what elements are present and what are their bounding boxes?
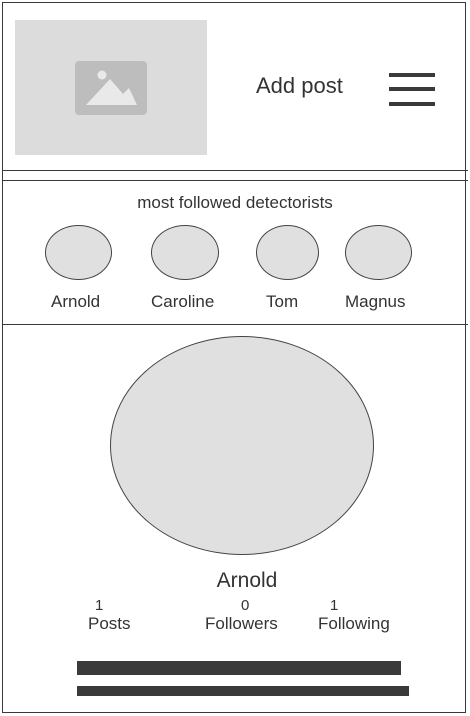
- profile-avatar[interactable]: [110, 336, 374, 555]
- header-divider-top: [2, 170, 468, 171]
- add-post-button[interactable]: Add post: [256, 73, 343, 98]
- image-placeholder-icon: [75, 61, 147, 115]
- posts-count: 1: [95, 597, 104, 614]
- hamburger-menu-icon[interactable]: [389, 73, 435, 107]
- content-bar: [77, 661, 401, 675]
- profile-name: Arnold: [216, 569, 278, 592]
- posts-stat[interactable]: 1 Posts: [88, 597, 131, 633]
- header-divider-bottom: [2, 180, 468, 181]
- avatar[interactable]: [345, 225, 412, 280]
- avatar[interactable]: [45, 225, 112, 280]
- most-followed-title: most followed detectorists: [137, 193, 333, 212]
- follower-name: Magnus: [345, 292, 406, 311]
- followers-stat[interactable]: 0 Followers: [205, 597, 278, 633]
- section-divider: [2, 324, 468, 325]
- followers-label: Followers: [205, 614, 278, 633]
- posts-label: Posts: [88, 614, 131, 633]
- following-label: Following: [318, 614, 390, 633]
- logo-image-placeholder: [15, 20, 207, 155]
- content-bar: [77, 686, 409, 696]
- follower-name: Tom: [266, 292, 299, 311]
- following-stat[interactable]: 1 Following: [318, 597, 390, 633]
- follower-name: Caroline: [151, 292, 215, 311]
- following-count: 1: [330, 597, 339, 614]
- follower-name: Arnold: [51, 292, 101, 311]
- followers-count: 0: [241, 597, 250, 614]
- avatar[interactable]: [151, 225, 219, 280]
- avatar[interactable]: [256, 225, 319, 280]
